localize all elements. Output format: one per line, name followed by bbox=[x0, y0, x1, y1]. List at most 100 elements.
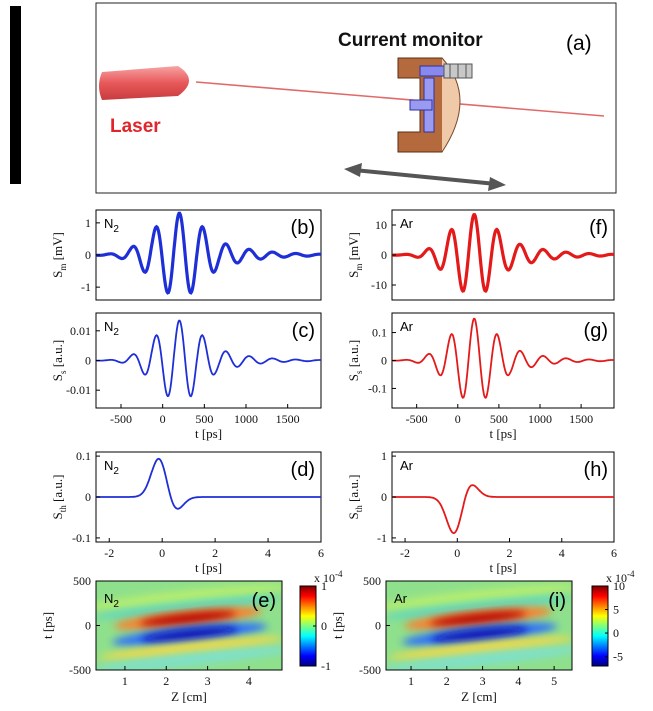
panel-label-e: (e) bbox=[252, 590, 276, 612]
xtick-label-d: 4 bbox=[265, 546, 271, 560]
ytick-label-g: 0.1 bbox=[372, 326, 387, 340]
panel-i: 500 0 -500 1 2 3 4 5 Z [cm] t [ps] Ar (i) 10 5 0 -5 x 10… bbox=[330, 569, 635, 704]
panel-a-label: (a) bbox=[566, 32, 592, 55]
ytick-label-h: -1 bbox=[377, 531, 387, 545]
heatmap-band-e bbox=[96, 584, 282, 611]
xtick-label-i: 1 bbox=[408, 674, 414, 688]
ylabel-b: Sm [mV] bbox=[50, 232, 68, 278]
ylabel-h: Sth [a.u.] bbox=[346, 475, 364, 520]
colorbar-exponent-e: x 10-4 bbox=[314, 569, 343, 585]
xtick-label-e: 3 bbox=[205, 674, 211, 688]
ytick-label-g: -0.1 bbox=[368, 381, 387, 395]
ytick-label-e: 500 bbox=[73, 574, 91, 588]
panel-b: 1 0 -1 Sm [mV] N2 (b) bbox=[50, 209, 322, 301]
gas-label-c: N2 bbox=[104, 319, 119, 338]
panel-e: 500 0 -500 1 2 3 4 Z [cm] t [ps] N2 (e) 1 0 -1 x 10-4 bbox=[40, 569, 343, 704]
xtick-label-i: 5 bbox=[551, 674, 557, 688]
ytick-label-c: 0 bbox=[85, 354, 91, 368]
gas-label-g: Ar bbox=[400, 319, 414, 334]
translation-arrow bbox=[344, 163, 506, 191]
ytick-label-d: 0 bbox=[85, 490, 91, 504]
ytick-label-f: 10 bbox=[375, 218, 387, 232]
ytick-label-b: -1 bbox=[81, 280, 91, 294]
laser-head bbox=[99, 66, 189, 100]
ylabel-f: Sm [mV] bbox=[346, 232, 364, 278]
series-line-f bbox=[392, 213, 615, 293]
ytick-label-i: 0 bbox=[375, 619, 381, 633]
xlabel-g: t [ps] bbox=[489, 426, 516, 441]
panel-c: 0.01 0 -0.01 -500 0 500 1000 1500 t [ps] Ss [a.u.… bbox=[50, 312, 322, 441]
xtick-label-e: 4 bbox=[246, 674, 252, 688]
panel-label-d: (d) bbox=[291, 459, 315, 481]
xlabel-c: t [ps] bbox=[195, 426, 222, 441]
heatmap-band-i bbox=[386, 595, 570, 619]
heatmap-band-i bbox=[386, 646, 572, 670]
xlabel-d: t [ps] bbox=[195, 560, 222, 575]
xtick-label-g: -500 bbox=[406, 412, 428, 426]
xtick-label-i: 2 bbox=[444, 674, 450, 688]
heatmap-band-i bbox=[386, 584, 572, 611]
xlabel-i: Z [cm] bbox=[461, 689, 497, 704]
xtick-label-g: 1500 bbox=[569, 412, 593, 426]
gas-label-i: Ar bbox=[394, 591, 408, 606]
gas-label-h: Ar bbox=[400, 458, 414, 473]
series-line-g bbox=[392, 317, 615, 399]
ytick-label-c: 0.01 bbox=[70, 324, 91, 338]
colorbar-tick-label-e: -1 bbox=[321, 659, 331, 673]
xtick-label-e: 1 bbox=[122, 674, 128, 688]
xtick-label-g: 500 bbox=[490, 412, 508, 426]
ytick-label-i: 500 bbox=[363, 574, 381, 588]
colorbar-tick-label-i: -5 bbox=[613, 650, 623, 664]
panel-label-b: (b) bbox=[291, 217, 315, 239]
ytick-label-d: -0.1 bbox=[72, 531, 91, 545]
ytick-label-h: 0 bbox=[381, 490, 387, 504]
colorbar-exponent-i: x 10-4 bbox=[606, 569, 635, 585]
xtick-label-c: 500 bbox=[195, 412, 213, 426]
gas-label-e: N2 bbox=[104, 591, 119, 610]
colorbar-tick-label-i: 10 bbox=[613, 579, 625, 593]
panel-g: 0.1 0 -0.1 -500 0 500 1000 1500 t [ps] Ss [a.u.] A… bbox=[346, 312, 615, 441]
xtick-label-g: 0 bbox=[455, 412, 461, 426]
ylabel-i: t [ps] bbox=[330, 612, 345, 639]
xtick-label-h: 2 bbox=[507, 546, 513, 560]
heatmap-band-i bbox=[431, 627, 528, 642]
panel-f: 10 0 -10 Sm [mV] Ar (f) bbox=[346, 209, 615, 301]
xtick-label-e: 2 bbox=[163, 674, 169, 688]
ytick-label-d: 0.1 bbox=[76, 449, 91, 463]
series-line-h bbox=[392, 484, 614, 535]
colorbar-tick-label-e: 1 bbox=[321, 579, 327, 593]
colorbar-tick-label-i: 0 bbox=[613, 626, 619, 640]
ylabel-c: Ss [a.u.] bbox=[50, 340, 68, 381]
ytick-label-b: 1 bbox=[85, 216, 91, 230]
series-line-c bbox=[96, 319, 322, 398]
heatmap-band-e bbox=[141, 627, 238, 642]
panel-a-schematic: Current monitor Laser (a) bbox=[95, 2, 617, 194]
ytick-label-h: 1 bbox=[381, 449, 387, 463]
xtick-label-i: 4 bbox=[515, 674, 521, 688]
gas-label-f: Ar bbox=[400, 216, 414, 231]
current-monitor-label: Current monitor bbox=[338, 30, 483, 51]
panel-label-g: (g) bbox=[584, 320, 608, 342]
heatmap-band-i bbox=[429, 611, 527, 626]
laser-beam bbox=[195, 81, 605, 117]
xtick-label-c: -500 bbox=[110, 412, 132, 426]
ytick-label-i: -500 bbox=[359, 663, 381, 677]
ylabel-d: Sth [a.u.] bbox=[50, 475, 68, 520]
xtick-label-h: 0 bbox=[454, 546, 460, 560]
xlabel-e: Z [cm] bbox=[171, 689, 207, 704]
series-line-b bbox=[95, 211, 321, 295]
ylabel-g: Ss [a.u.] bbox=[346, 340, 364, 381]
xtick-label-h: 4 bbox=[559, 546, 565, 560]
panel-label-i: (i) bbox=[548, 590, 566, 612]
xtick-label-d: -2 bbox=[104, 546, 114, 560]
ytick-label-f: 0 bbox=[381, 248, 387, 262]
heatmap-body-i bbox=[386, 581, 572, 670]
panel-label-h: (h) bbox=[584, 459, 608, 481]
ylabel-e: t [ps] bbox=[40, 612, 55, 639]
gas-label-d: N2 bbox=[104, 458, 119, 477]
gas-label-b: N2 bbox=[104, 216, 119, 235]
panel-label-f: (f) bbox=[589, 217, 608, 239]
plots-group: 10-1Sm [mV]N2 (b)0.010-0.01-500 0 500 1000 15… bbox=[40, 209, 635, 704]
xtick-label-d: 2 bbox=[212, 546, 218, 560]
